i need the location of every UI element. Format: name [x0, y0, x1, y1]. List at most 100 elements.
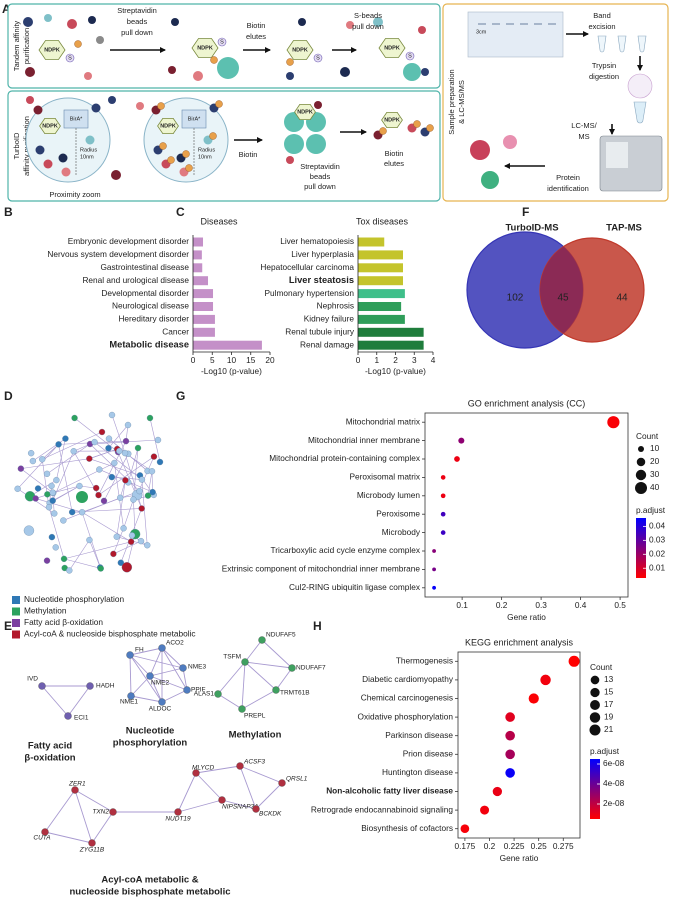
step-label: pull down [352, 22, 384, 31]
colorbar-label: 4e-08 [603, 778, 625, 788]
x-tick-label: 3 [412, 355, 417, 365]
colorbar-label: 0.03 [649, 535, 666, 545]
network-edge [44, 789, 76, 833]
protein-label: NDPK [42, 123, 58, 129]
network-edge [129, 654, 163, 703]
decor-dot [67, 19, 77, 29]
step-label: Streptavidin [117, 6, 157, 15]
tag-icon [313, 53, 323, 63]
category-label: Mitochondrial matrix [346, 416, 421, 426]
network-edge [130, 675, 151, 697]
legend-label: Nucleotide phosphorylation [24, 594, 124, 604]
category-label: Thermogenesis [396, 655, 453, 665]
network-edge [244, 661, 293, 669]
x-tick-label: 0.2 [496, 600, 508, 610]
network-node [49, 497, 56, 504]
category-label: Gastrointestinal disease [100, 262, 189, 272]
size-key [590, 687, 600, 698]
network-edge [58, 444, 73, 513]
dot [432, 549, 436, 553]
network-node [17, 465, 25, 472]
network-node [105, 445, 112, 452]
category-label: Renal and urological disease [82, 275, 189, 285]
network-node [138, 505, 145, 512]
network-edge [149, 667, 184, 677]
decor-dot [217, 57, 239, 79]
protein-icon [38, 40, 66, 60]
gene-label: FH [135, 647, 144, 654]
category-label: Microbody lumen [357, 490, 421, 500]
network-edge [20, 468, 54, 494]
decor-dot [96, 36, 104, 44]
decor-dot [88, 16, 96, 24]
step-label: beads [310, 172, 331, 181]
category-label: Extrinsic component of mitochondrial inn… [222, 564, 421, 574]
gene-node [86, 682, 94, 690]
size-key [589, 712, 601, 723]
x-tick-label: 0 [191, 355, 196, 365]
category-label: Prion disease [403, 748, 454, 758]
gene-label: CUTA [33, 835, 50, 842]
gene-node [214, 690, 222, 698]
category-label: Parkinson disease [385, 730, 453, 740]
group-title: phosphorylation [113, 738, 188, 749]
decor-tag [426, 124, 434, 132]
size-key [635, 469, 647, 481]
decor-tag [209, 132, 217, 140]
network-edge [147, 471, 153, 496]
network-node [100, 497, 108, 505]
gene-label: NME2 [151, 680, 169, 687]
decor-tag [379, 127, 387, 135]
category-label: Cancer [162, 326, 189, 336]
network-edge [195, 765, 241, 774]
radius-label: Radius [198, 147, 215, 153]
panel-label: H [313, 619, 322, 633]
network-node [105, 435, 113, 442]
x-axis-label: -Log10 (p-value) [365, 366, 426, 376]
gene-label: PPIF [191, 687, 205, 694]
decor-dot [470, 140, 490, 160]
step-label: Biotin [247, 21, 266, 30]
legend-swatch [12, 630, 20, 639]
network-edge [217, 661, 246, 695]
bar [193, 314, 215, 324]
network-node [95, 491, 102, 499]
category-label: Kidney failure [304, 314, 355, 324]
network-edge [149, 675, 188, 691]
x-tick-label: 15 [246, 355, 256, 365]
network-edge [127, 447, 139, 483]
gene-node [272, 686, 280, 694]
gene-label: TSFM [223, 654, 241, 661]
dot [440, 511, 446, 517]
network-node [43, 557, 51, 564]
protein-label: NDPK [292, 47, 308, 53]
network-node [69, 508, 76, 516]
size-key [637, 445, 645, 453]
category-label: Metabolic disease [109, 340, 189, 350]
category-label: Neurological disease [112, 301, 189, 311]
nodes [14, 411, 164, 574]
protein-icon [378, 38, 406, 58]
decor-dot [43, 159, 53, 169]
step-label: beads [127, 17, 148, 26]
gene-label: ZYG11B [79, 847, 105, 854]
network-node [144, 542, 151, 549]
category-label: Peroxisomal matrix [349, 472, 420, 482]
network-edge [91, 811, 114, 844]
size-key [590, 675, 600, 685]
network-node [52, 544, 59, 551]
network-node [76, 482, 83, 490]
network-node [127, 538, 135, 545]
bar [193, 263, 203, 273]
gene-node [288, 664, 296, 672]
protein-label: NDPK [160, 123, 176, 129]
decor-tag [413, 120, 421, 128]
legend-title: Count [636, 431, 659, 441]
decor-dot [108, 96, 116, 104]
legend-title: p.adjust [590, 746, 620, 756]
category-label: Mitochondrial protein-containing complex [269, 453, 421, 463]
size-key-label: 17 [604, 699, 614, 709]
network-edge [239, 765, 283, 784]
network-node [45, 504, 53, 511]
network-edge [108, 424, 129, 449]
